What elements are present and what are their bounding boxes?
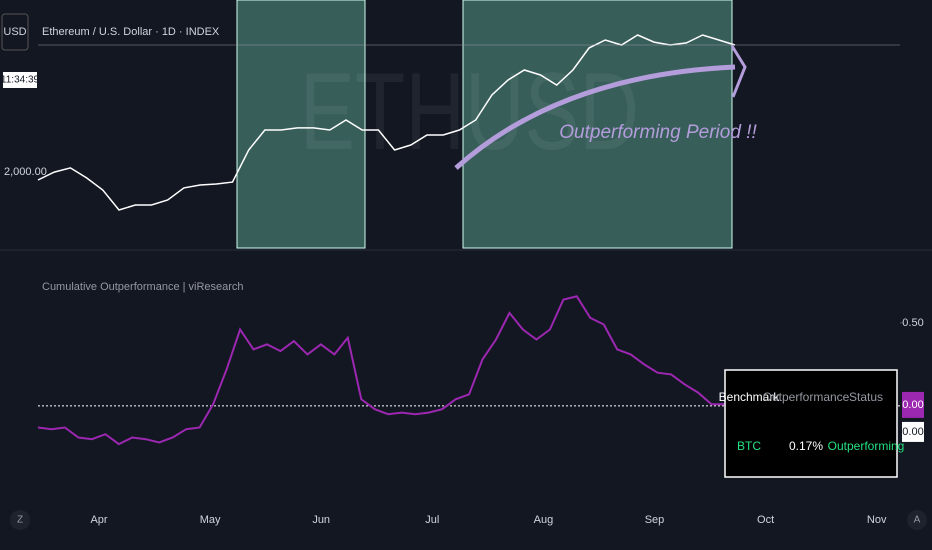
table-header: Status [849, 390, 883, 404]
table-cell: Outperforming [828, 439, 905, 453]
clock: 11:34:39 [1, 75, 40, 86]
price-line [37, 34, 736, 211]
indicator-title: Cumulative Outperformance | viResearch [42, 281, 244, 293]
auto-label[interactable]: A [914, 515, 921, 526]
watermark: ETHUSD [300, 50, 639, 173]
x-tick-label: Oct [757, 514, 774, 526]
x-tick-label: Jul [425, 514, 439, 526]
clock-box [3, 72, 37, 88]
currency-button[interactable] [1, 13, 29, 51]
arrow-head [730, 45, 747, 98]
x-tick-label: Jun [312, 514, 330, 526]
y-tick-label: 0.00 [902, 426, 923, 438]
y-tick-label: 0.50 [902, 317, 923, 329]
auto-button[interactable] [907, 510, 927, 530]
x-tick-label: Nov [867, 514, 887, 526]
highlight-box [236, 0, 366, 249]
x-tick-label: May [200, 514, 221, 526]
value-badge [902, 421, 924, 442]
currency[interactable]: USD [3, 26, 26, 38]
y-tick-label: 2,000.00 [4, 166, 47, 178]
annotation: Outperforming Period !! [559, 122, 757, 143]
table-cell: BTC [737, 439, 761, 453]
table-box [724, 369, 898, 478]
symbol-title: Ethereum / U.S. Dollar · 1D · INDEX [42, 26, 220, 38]
zoom-button[interactable] [10, 510, 30, 530]
indicator-line [37, 295, 725, 446]
highlight-box [462, 0, 733, 249]
x-tick-label: Apr [90, 514, 107, 526]
table-header: Outperformance [763, 390, 850, 404]
x-tick-label: Sep [645, 514, 665, 526]
table-cell: 0.17% [789, 439, 823, 453]
arrow [454, 64, 736, 170]
results-table: Benchmark Outperformance Status BTC 0.17… [719, 369, 905, 478]
table-header: Benchmark [719, 390, 781, 404]
x-tick-label: Aug [534, 514, 554, 526]
zoom-label[interactable]: Z [17, 515, 23, 526]
last-value-label: 0.00 [902, 399, 923, 411]
last-value-badge [902, 391, 924, 418]
